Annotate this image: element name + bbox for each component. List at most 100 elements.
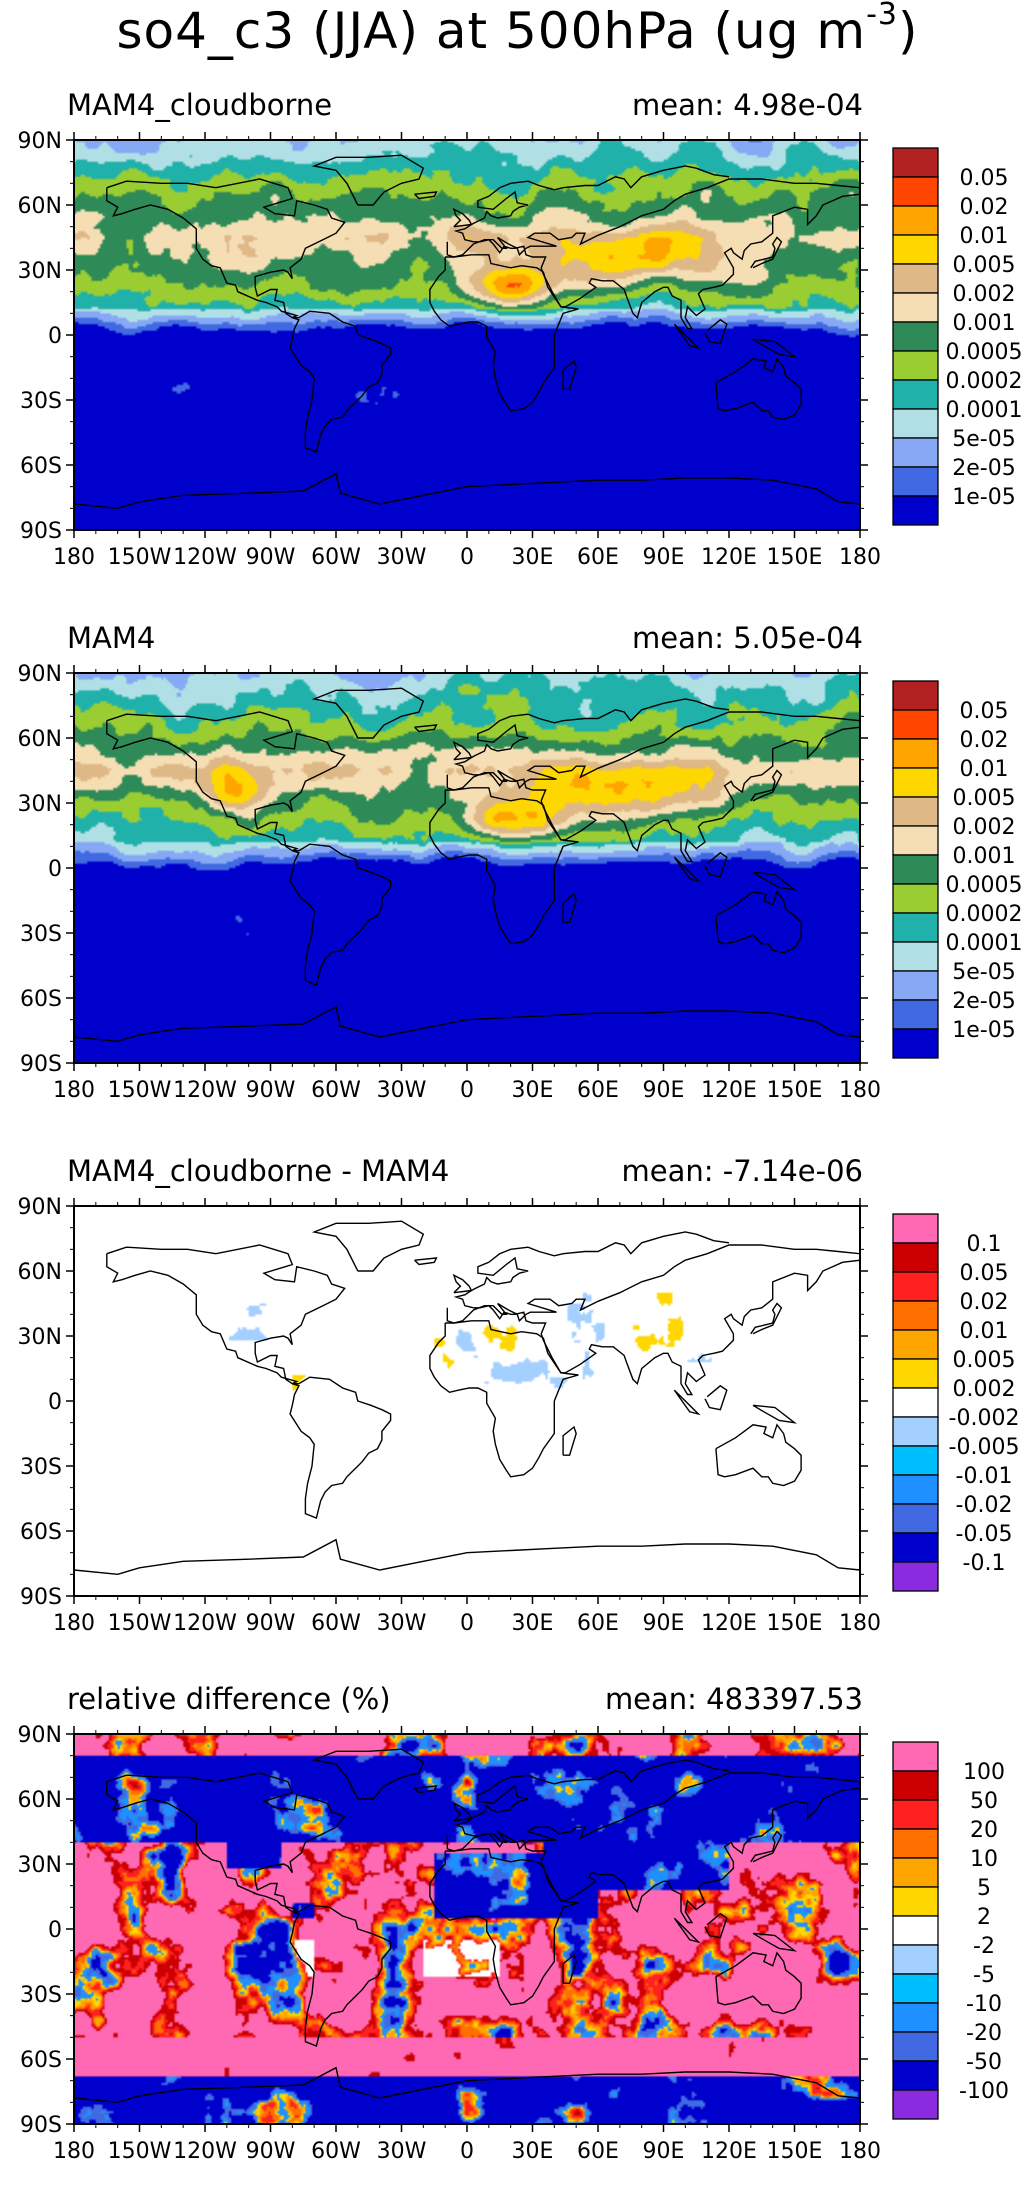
coastline-2 [429, 1320, 579, 1478]
colorbar-label: -0.1 [963, 1551, 1006, 1576]
coastline-5 [73, 2066, 861, 2104]
coastline-11 [704, 318, 728, 345]
colorbar-label: -50 [966, 2050, 1002, 2075]
coastline-8 [750, 769, 783, 802]
colorbar-label: 0.0002 [946, 902, 1023, 927]
colorbar-swatch [892, 205, 939, 236]
y-tick-label: 60N [18, 194, 62, 219]
x-tick-label: 150E [767, 545, 823, 570]
y-tick-label: 0 [48, 1390, 62, 1415]
colorbar-swatch [892, 1915, 939, 1946]
colorbar-swatch [892, 1300, 939, 1331]
x-tick-label: 60E [577, 1078, 619, 1103]
colorbar-label: 0.0005 [946, 340, 1023, 365]
x-tick-label: 30E [512, 545, 554, 570]
colorbar-swatch [892, 1944, 939, 1975]
colorbar-label: -0.01 [956, 1464, 1013, 1489]
coastline-10 [673, 323, 701, 350]
x-tick-label: 60E [577, 2139, 619, 2164]
panel-label: relative difference (%) [67, 1682, 391, 1716]
coastline-5 [73, 1005, 861, 1043]
colorbar-swatch [892, 999, 939, 1030]
coastline-6 [311, 154, 425, 206]
colorbar-label: 5e-05 [952, 960, 1015, 985]
colorbar-swatch [892, 709, 939, 740]
colorbar-label: 0.01 [960, 1319, 1009, 1344]
colorbar-swatch [892, 1770, 939, 1801]
coastline-12 [752, 1932, 798, 1952]
colorbar-swatch [892, 1857, 939, 1888]
coastline-3 [446, 165, 861, 330]
colorbar-swatch [892, 1886, 939, 1917]
colorbar-swatch [892, 1213, 939, 1244]
colorbar-label: 5e-05 [952, 427, 1015, 452]
x-tick-label: 180 [53, 1611, 95, 1636]
panel-relative-difference: relative difference (%) mean: 483397.53 … [0, 1682, 1035, 2202]
colorbar-swatch [892, 1474, 939, 1505]
coastline-1 [289, 310, 392, 453]
colorbar-label: -10 [966, 1992, 1002, 2017]
colorbar-label: 0.1 [967, 1232, 1002, 1257]
colorbar-swatch [892, 1799, 939, 1830]
coastline-13 [414, 724, 438, 733]
colorbar-swatch [892, 2002, 939, 2033]
colorbar-label: 0.005 [953, 1348, 1016, 1373]
y-tick-label: 90S [20, 519, 62, 544]
colorbar-swatch [892, 292, 939, 323]
x-tick-label: 0 [460, 1078, 474, 1103]
colorbar: 0.1 0.05 0.02 0.01 0.005 0.002 -0.002 -0.005 -0.… [892, 1213, 1020, 1592]
colorbar-label: 0.0005 [946, 873, 1023, 898]
coastline-7 [452, 740, 473, 761]
colorbar-label: -0.02 [956, 1493, 1013, 1518]
coastline-12 [752, 871, 798, 891]
colorbar-label: 0.01 [960, 757, 1009, 782]
x-tick-label: 90E [643, 545, 685, 570]
coastline-1 [289, 1904, 392, 2047]
coastline-8 [750, 1302, 783, 1335]
coastline-7 [452, 1801, 473, 1822]
colorbar-swatch [892, 1828, 939, 1859]
x-tick-label: 150E [767, 2139, 823, 2164]
x-tick-label: 60E [577, 545, 619, 570]
colorbar-label: 1e-05 [952, 485, 1015, 510]
y-tick-label: 30N [18, 259, 62, 284]
x-tick-label: 0 [460, 545, 474, 570]
x-tick-label: 150E [767, 1611, 823, 1636]
y-tick-label: 60S [20, 2048, 62, 2073]
y-tick-label: 90S [20, 2113, 62, 2138]
colorbar-swatch [892, 2060, 939, 2091]
y-tick-label: 30N [18, 792, 62, 817]
colorbar-swatch [892, 941, 939, 972]
colorbar-label: 0.05 [960, 1261, 1009, 1286]
y-tick-label: 30S [20, 1983, 62, 2008]
y-tick-label: 60N [18, 727, 62, 752]
panel-difference: MAM4_cloudborne - MAM4 mean: -7.14e-06 1… [0, 1154, 1035, 1674]
colorbar-label: 0.01 [960, 224, 1009, 249]
x-tick-label: 90W [246, 1078, 296, 1103]
x-tick-label: 180 [53, 1078, 95, 1103]
y-tick-label: 90S [20, 1585, 62, 1610]
x-tick-label: 120W [173, 2139, 237, 2164]
colorbar-swatch [892, 437, 939, 468]
colorbar-swatch [892, 2031, 939, 2062]
coastlines [73, 154, 861, 510]
colorbar-label: 0.05 [960, 166, 1009, 191]
y-tick-label: 0 [48, 857, 62, 882]
coastline-12 [752, 1404, 798, 1424]
heatmap-field [74, 140, 860, 530]
coastline-3 [446, 698, 861, 863]
coastlines [73, 687, 861, 1043]
x-tick-label: 30W [377, 2139, 427, 2164]
coastline-0 [106, 1244, 346, 1385]
x-tick-label: 90W [246, 545, 296, 570]
coastline-4 [715, 1951, 802, 2015]
coastline-0 [106, 178, 346, 319]
colorbar-label: 0.0002 [946, 369, 1023, 394]
x-tick-label: 60W [311, 1078, 361, 1103]
coastline-5 [73, 1538, 861, 1576]
y-tick-label: 90N [18, 1723, 62, 1748]
colorbar-swatch [892, 1387, 939, 1418]
panel-label: MAM4_cloudborne - MAM4 [67, 1154, 450, 1188]
x-tick-label: 60W [311, 545, 361, 570]
colorbar-label: -0.002 [949, 1406, 1020, 1431]
